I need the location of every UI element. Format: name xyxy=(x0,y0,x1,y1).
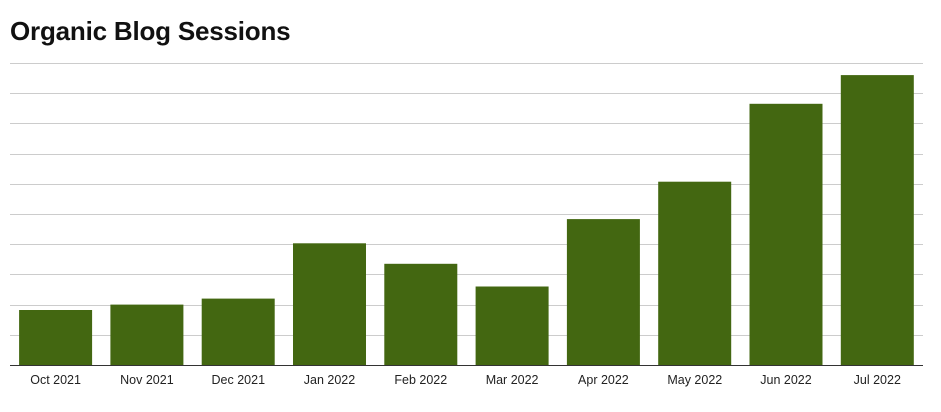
bar-apr-2022 xyxy=(566,219,640,365)
x-tick-label: Jun 2022 xyxy=(760,373,811,387)
x-tick-label: Jul 2022 xyxy=(854,373,901,387)
x-tick-label: May 2022 xyxy=(667,373,722,387)
x-tick-label: Apr 2022 xyxy=(578,373,629,387)
x-tick-label: Oct 2021 xyxy=(30,373,81,387)
x-tick-label: Nov 2021 xyxy=(120,373,174,387)
bar-feb-2022 xyxy=(384,263,458,365)
chart-title: Organic Blog Sessions xyxy=(10,16,291,46)
bar-oct-2021 xyxy=(19,310,93,365)
bar-mar-2022 xyxy=(475,286,549,365)
bar-may-2022 xyxy=(658,181,732,365)
x-tick-label: Jan 2022 xyxy=(304,373,355,387)
bar-dec-2021 xyxy=(201,298,275,365)
x-tick-label: Feb 2022 xyxy=(394,373,447,387)
x-tick-label: Mar 2022 xyxy=(486,373,539,387)
x-tick-labels: Oct 2021 Nov 2021 Dec 2021 Jan 2022 Feb 2022… xyxy=(30,373,901,387)
x-tick-label: Dec 2021 xyxy=(212,373,266,387)
bar-jun-2022 xyxy=(749,103,823,366)
bar-jan-2022 xyxy=(293,243,366,365)
bar-nov-2021 xyxy=(110,304,184,365)
bars xyxy=(19,75,914,366)
bar-jul-2022 xyxy=(840,75,914,365)
